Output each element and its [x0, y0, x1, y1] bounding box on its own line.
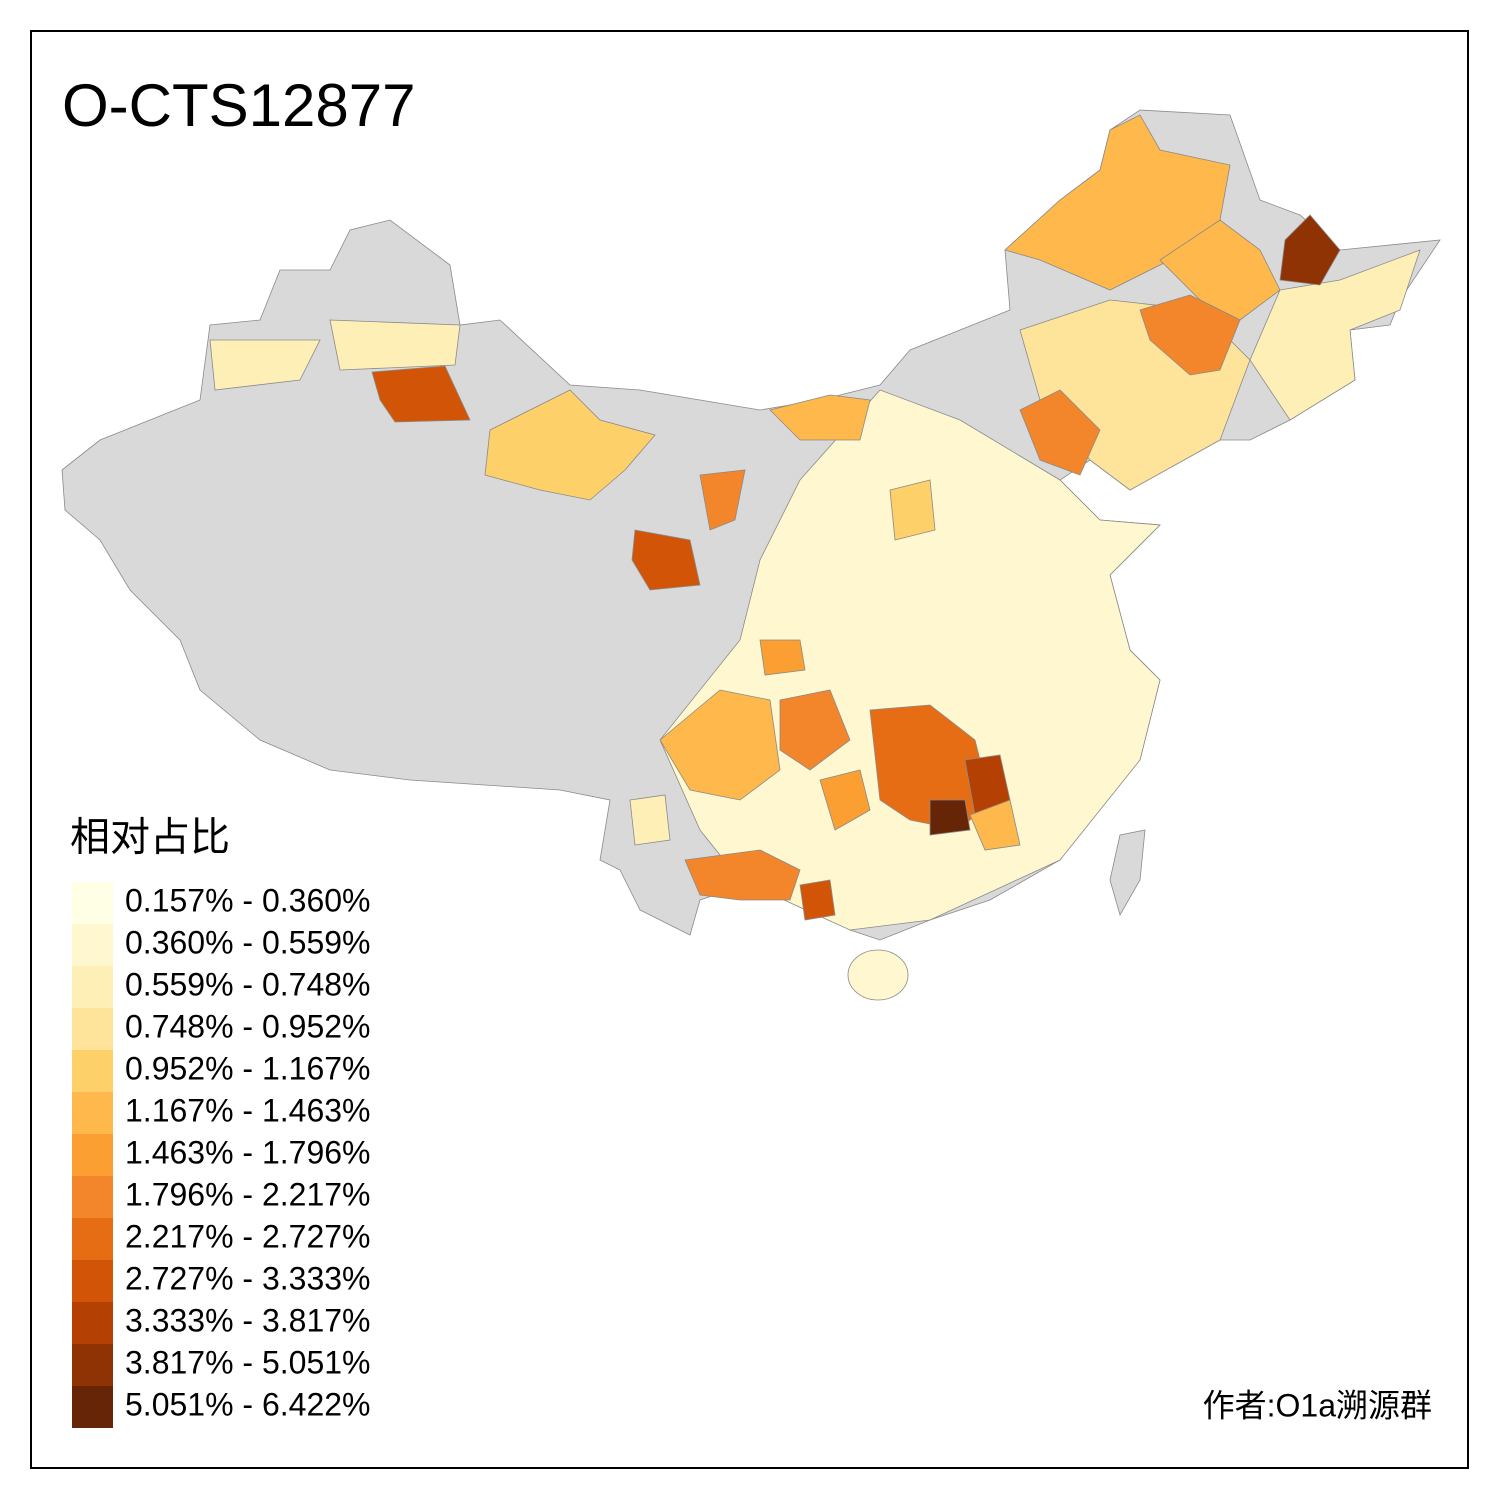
legend-label: 0.952% - 1.167% [125, 1050, 371, 1086]
legend-label: 0.748% - 0.952% [125, 1008, 371, 1044]
legend-label: 1.167% - 1.463% [125, 1092, 371, 1128]
legend-label: 3.817% - 5.051% [125, 1344, 371, 1380]
legend-swatch [72, 1218, 113, 1260]
region [209, 339, 321, 391]
credit: 作者:O1a溯源群 [1203, 1387, 1432, 1423]
legend-label: 2.217% - 2.727% [125, 1218, 371, 1254]
legend-label: 3.333% - 3.817% [125, 1302, 371, 1338]
region [1139, 294, 1241, 376]
region [629, 794, 671, 846]
region [1249, 249, 1421, 421]
legend-swatch [72, 966, 113, 1008]
legend-label: 0.559% - 0.748% [125, 966, 371, 1002]
region [699, 469, 746, 531]
legend-swatch [72, 1386, 113, 1428]
legend-swatch [72, 882, 113, 924]
region [371, 365, 471, 423]
legend-label: 5.051% - 6.422% [125, 1386, 371, 1422]
legend-swatch [72, 1302, 113, 1344]
region [1019, 389, 1101, 476]
region [1004, 114, 1231, 291]
region [684, 849, 801, 901]
region [759, 639, 806, 676]
region [819, 769, 871, 831]
legend-swatch [72, 1260, 113, 1302]
region [929, 799, 971, 836]
legend-swatch [72, 1050, 113, 1092]
legend-title: 相对占比 [70, 816, 230, 860]
map [61, 109, 1441, 1001]
region [889, 479, 936, 541]
legend-swatch [72, 1176, 113, 1218]
legend-label: 0.157% - 0.360% [125, 882, 371, 918]
region [484, 389, 656, 501]
region [329, 319, 461, 371]
region [799, 879, 836, 921]
region [659, 689, 781, 801]
region [779, 689, 851, 771]
legend-label: 2.727% - 3.333% [125, 1260, 371, 1296]
legend-swatch [72, 924, 113, 966]
map-title: O-CTS12877 [62, 72, 416, 139]
region [969, 799, 1021, 851]
island [1109, 829, 1146, 917]
legend-label: 1.463% - 1.796% [125, 1134, 371, 1170]
region [631, 529, 701, 591]
legend: 0.157% - 0.360% 0.360% - 0.559% 0.559% - 0… [72, 882, 371, 1428]
legend-label: 1.796% - 2.217% [125, 1176, 371, 1212]
legend-swatch [72, 1092, 113, 1134]
legend-swatch [72, 1344, 113, 1386]
legend-swatch [72, 1008, 113, 1050]
region [769, 394, 871, 441]
legend-swatch [72, 1134, 113, 1176]
region [847, 949, 909, 1001]
region [1279, 214, 1341, 286]
legend-label: 0.360% - 0.559% [125, 924, 371, 960]
